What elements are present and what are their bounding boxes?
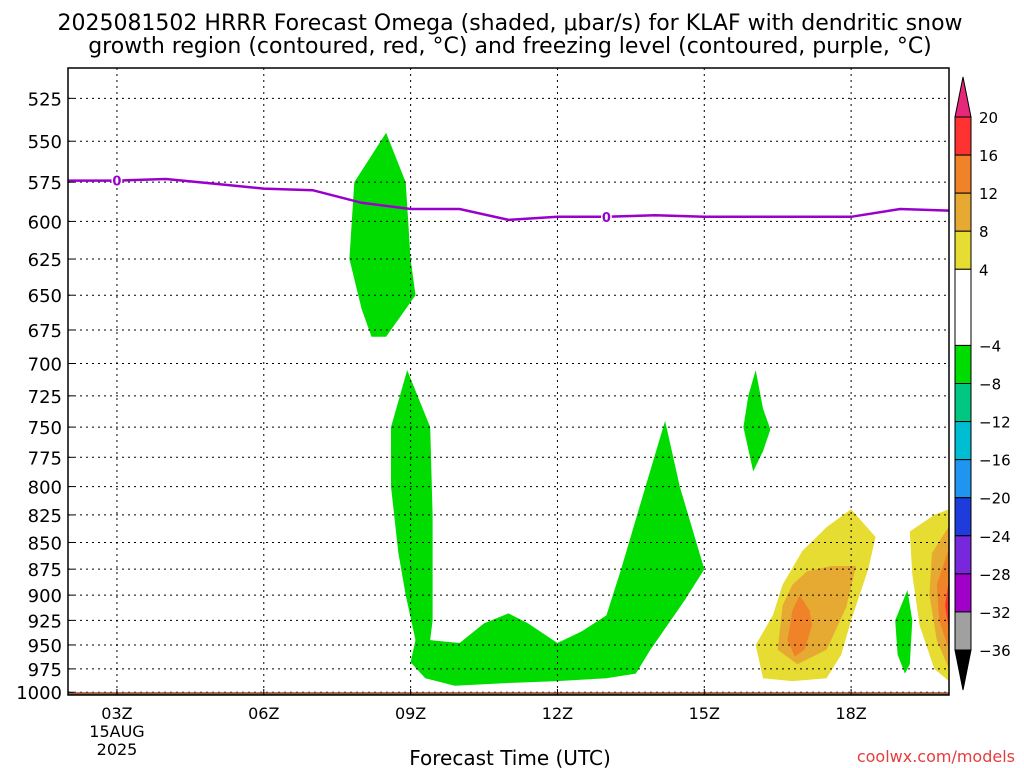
y-tick-label-775: 775	[28, 448, 62, 469]
x-tick-label-09Z: 09Z	[395, 704, 426, 723]
y-tick-label-650: 650	[28, 286, 62, 307]
freezing-level-label-2: 0	[602, 211, 611, 226]
colorbar-tick-label-12: −28	[979, 566, 1011, 584]
colorbar-tick-label-14: −36	[979, 642, 1011, 660]
colorbar-tick-label-8: −12	[979, 414, 1011, 432]
ground-surface	[68, 692, 949, 695]
y-tick-label-875: 875	[28, 560, 62, 581]
omega-region-7	[787, 595, 812, 657]
omega-region-11	[945, 579, 949, 631]
y-tick-label-575: 575	[28, 173, 62, 194]
freezing-level-label-1: 0	[112, 175, 121, 190]
colorbar-bin-9	[954, 459, 972, 499]
colorbar-under-arrow	[954, 649, 972, 691]
y-tick-label-825: 825	[28, 506, 62, 527]
x-date-line-1: 15AUG	[89, 722, 144, 741]
y-tick-label-850: 850	[28, 533, 62, 554]
colorbar-bin-4	[954, 230, 972, 270]
y-tick-label-800: 800	[28, 478, 62, 499]
y-tick-label-550: 550	[28, 132, 62, 153]
freezing-level-contour: 00	[68, 173, 950, 227]
x-tick-label-15Z: 15Z	[689, 704, 720, 723]
colorbar-tick-label-10: −20	[979, 490, 1011, 508]
colorbar-tick-label-6: −4	[979, 337, 1001, 355]
y-tick-label-975: 975	[28, 660, 62, 681]
y-tick-label-700: 700	[28, 354, 62, 375]
colorbar-bin-8	[954, 421, 972, 461]
omega-colorbar: 20 16 12 8 4 −4 −8 −12 −16 −20 −24 −28 −32 −36	[954, 76, 1011, 691]
colorbar-tick-label-2: 16	[979, 147, 998, 165]
x-axis-title: Forecast Time (UTC)	[409, 746, 611, 768]
chart-title-line-1: 2025081502 HRRR Forecast Omega (shaded, …	[57, 11, 962, 36]
y-tick-label-925: 925	[28, 611, 62, 632]
grid-lines	[68, 68, 949, 695]
y-tick-label-725: 725	[28, 387, 62, 408]
colorbar-bin-11	[954, 535, 972, 575]
colorbar-bin-1	[954, 116, 972, 156]
y-tick-label-750: 750	[28, 418, 62, 439]
omega-region-2	[391, 370, 705, 686]
chart-title-line-2: growth region (contoured, red, °C) and f…	[88, 34, 932, 59]
colorbar-bin-7	[954, 383, 972, 423]
x-tick-label-06Z: 06Z	[248, 704, 279, 723]
colorbar-tick-label-4: 8	[979, 223, 989, 241]
colorbar-bin-12	[954, 573, 972, 613]
y-tick-label-625: 625	[28, 250, 62, 271]
colorbar-tick-label-9: −16	[979, 452, 1011, 470]
colorbar-bin-3	[954, 192, 972, 232]
omega-region-4	[895, 590, 913, 674]
x-axis-time-labels: 03Z 06Z 09Z 12Z 15Z 18Z	[101, 689, 867, 723]
colorbar-bin-2	[954, 154, 972, 194]
plot-area: 00	[67, 67, 950, 696]
colorbar-bin-6	[954, 344, 972, 384]
colorbar-bin-10	[954, 497, 972, 537]
colorbar-tick-label-3: 12	[979, 185, 998, 203]
colorbar-tick-label-11: −24	[979, 528, 1011, 546]
y-axis-pressure-labels: 525 550 575 600 625 650 675 700 725 750 775 800 825 8…	[16, 89, 74, 704]
freezing-level-line	[68, 177, 950, 222]
plot-frame	[67, 67, 950, 696]
watermark-link[interactable]: coolwx.com/models	[857, 747, 1015, 766]
y-tick-label-1000: 1000	[16, 683, 62, 704]
omega-region-10	[936, 547, 949, 650]
omega-region-3	[743, 370, 771, 472]
colorbar-bin-13	[954, 611, 972, 651]
colorbar-tick-label-1: 20	[979, 109, 998, 127]
colorbar-tick-label-5: 4	[979, 261, 989, 279]
y-tick-label-900: 900	[28, 586, 62, 607]
x-tick-label-18Z: 18Z	[835, 704, 866, 723]
y-tick-label-525: 525	[28, 89, 62, 110]
x-tick-label-12Z: 12Z	[542, 704, 573, 723]
y-tick-label-675: 675	[28, 321, 62, 342]
omega-shaded-regions	[349, 132, 949, 686]
x-tick-label-03Z: 03Z	[101, 704, 132, 723]
colorbar-over-arrow	[954, 76, 972, 118]
x-date-line-2: 2025	[97, 740, 138, 759]
y-tick-label-600: 600	[28, 212, 62, 233]
colorbar-bin-5	[954, 268, 972, 346]
colorbar-tick-label-13: −32	[979, 604, 1011, 622]
omega-region-1	[349, 132, 416, 337]
y-tick-label-950: 950	[28, 636, 62, 657]
colorbar-tick-label-7: −8	[979, 376, 1001, 394]
